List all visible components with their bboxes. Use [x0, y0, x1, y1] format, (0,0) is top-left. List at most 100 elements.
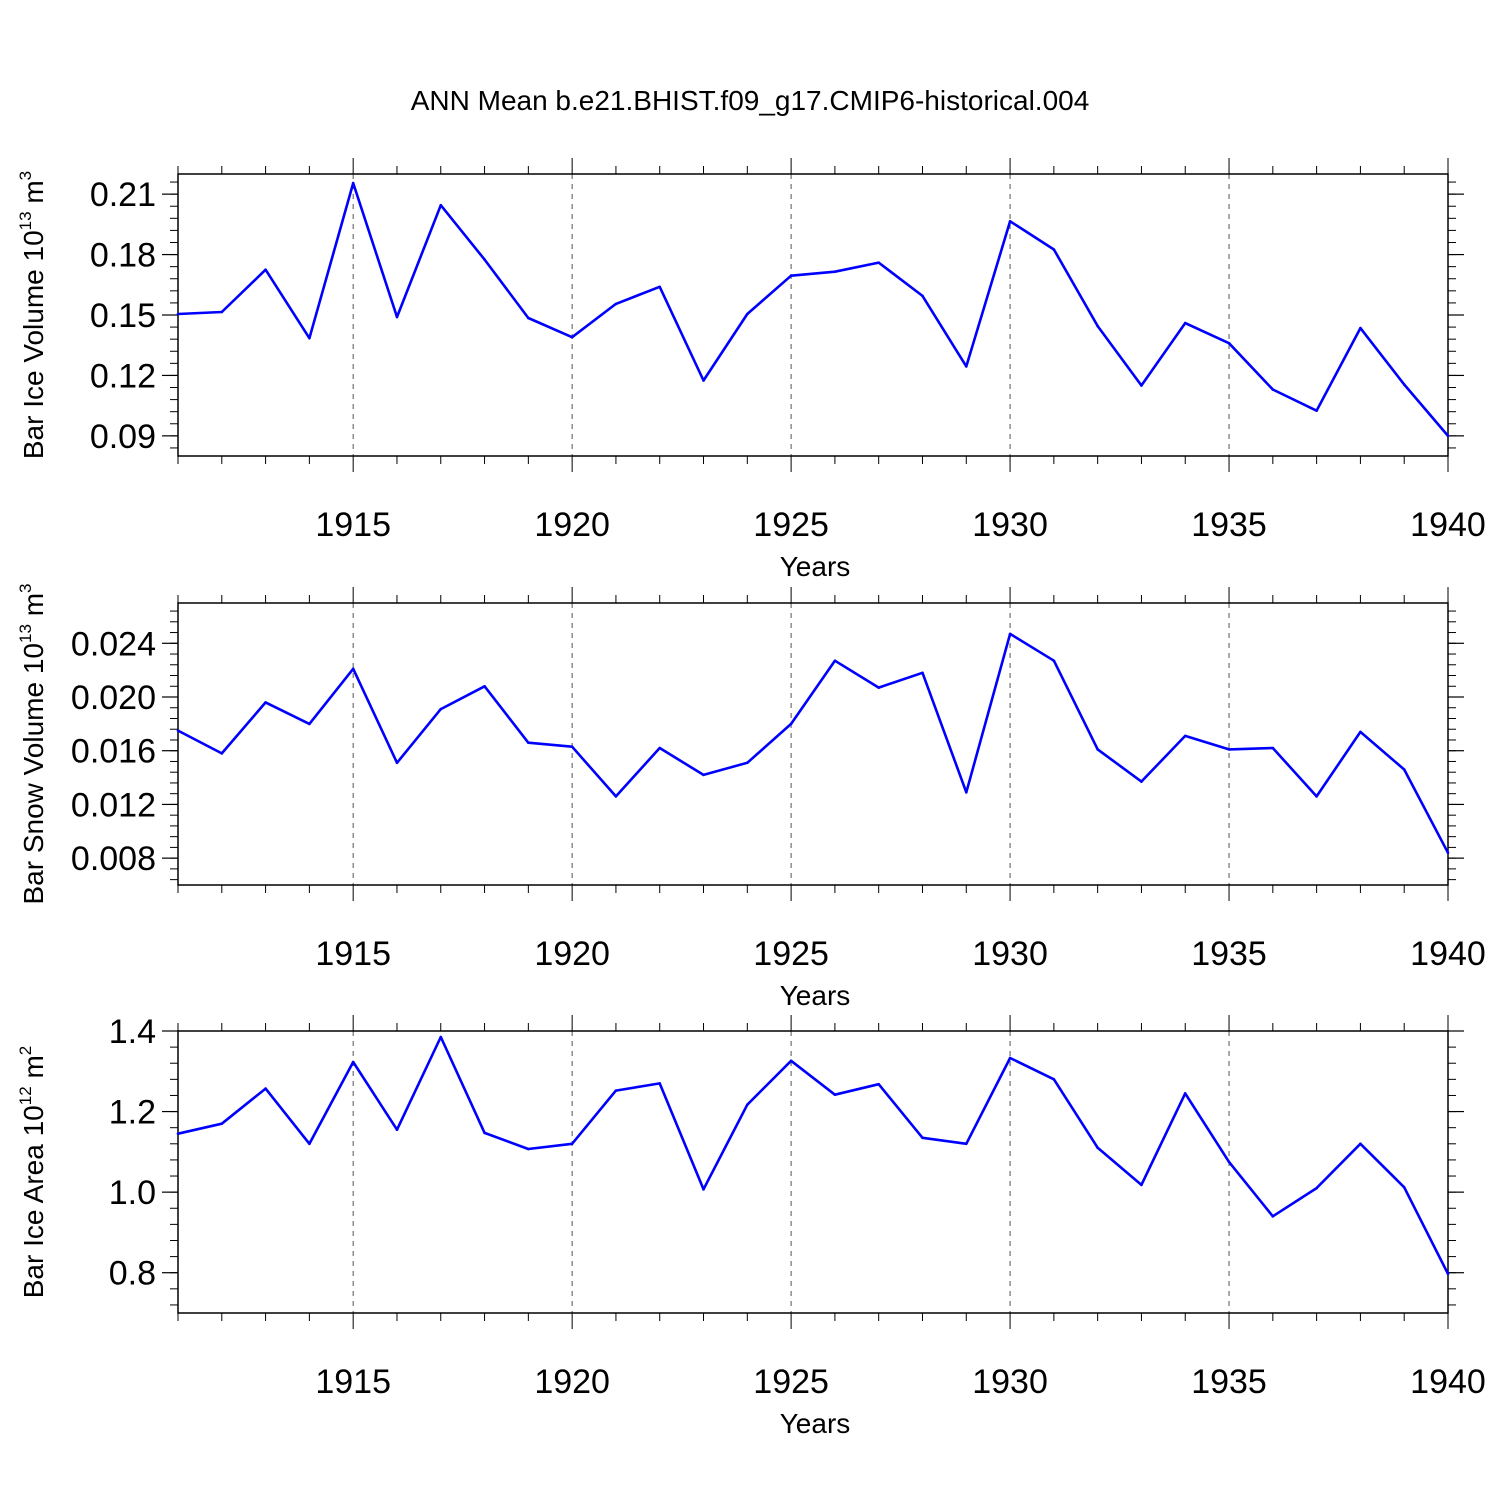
data-point-ice-area-1932 — [1096, 1146, 1099, 1150]
data-point-ice-volume-1936 — [1271, 388, 1275, 391]
data-point-ice-area-1928 — [921, 1136, 924, 1140]
y-axis-label-ice-volume: Bar Ice Volume 1013 m3 — [16, 171, 49, 459]
data-point-ice-volume-1940 — [1446, 434, 1450, 438]
data-point-ice-area-1935 — [1227, 1160, 1231, 1164]
data-point-ice-volume-1926 — [833, 270, 837, 273]
x-tick-label: 1930 — [972, 935, 1048, 973]
chart-title: ANN Mean b.e21.BHIST.f09_g17.CMIP6-histo… — [411, 85, 1090, 116]
data-point-snow-volume-1934 — [1183, 734, 1187, 738]
data-point-ice-volume-1939 — [1402, 383, 1406, 386]
x-tick-label: 1915 — [315, 935, 391, 973]
panels-group: 0.09 0.12 0.15 0.18 0.21 1915 1920 1925 1930 1935… — [16, 158, 1486, 1439]
data-point-ice-area-1922 — [658, 1082, 662, 1085]
data-point-snow-volume-1915 — [351, 667, 355, 671]
data-point-ice-volume-1912 — [220, 310, 224, 314]
data-point-ice-volume-1919 — [527, 316, 530, 320]
panel-snow-volume: 0.008 0.012 0.016 0.020 0.024 1915 1920 1925 193… — [16, 584, 1486, 1012]
data-point-ice-volume-1931 — [1052, 248, 1056, 251]
y-axis-label-exp: 13 — [16, 211, 35, 230]
x-tick-label: 1925 — [753, 1363, 829, 1401]
data-point-snow-volume-1929 — [964, 791, 968, 794]
data-point-snow-volume-1924 — [746, 761, 749, 765]
data-point-ice-volume-1925 — [789, 274, 793, 278]
data-point-snow-volume-1927 — [877, 686, 880, 689]
data-point-ice-volume-1933 — [1140, 384, 1143, 387]
data-point-snow-volume-1913 — [264, 701, 267, 704]
x-axis-label: Years — [780, 980, 851, 1011]
data-point-ice-volume-1917 — [439, 203, 443, 207]
data-point-snow-volume-1916 — [395, 761, 399, 765]
data-point-ice-volume-1923 — [702, 379, 705, 382]
y-tick-label: 0.15 — [90, 297, 156, 335]
data-point-snow-volume-1935 — [1227, 748, 1231, 751]
data-point-snow-volume-1922 — [658, 746, 662, 750]
data-point-ice-area-1921 — [614, 1089, 618, 1092]
data-point-ice-volume-1916 — [395, 315, 399, 319]
data-point-ice-volume-1934 — [1183, 321, 1187, 325]
y-axis-label-exp: 12 — [16, 1086, 35, 1105]
x-tick-label: 1935 — [1191, 1363, 1267, 1401]
data-point-ice-area-1924 — [746, 1103, 749, 1107]
y-tick-label: 0.8 — [109, 1255, 156, 1293]
x-tick-label: 1940 — [1410, 1363, 1486, 1401]
data-point-ice-area-1915 — [351, 1060, 355, 1064]
data-point-ice-volume-1937 — [1315, 409, 1318, 412]
data-point-ice-area-1933 — [1140, 1183, 1143, 1187]
y-axis-label-ice-area: Bar Ice Area 1012 m2 — [16, 1046, 49, 1299]
y-axis-label-exp: 13 — [16, 624, 35, 643]
y-axis-label-unit: m — [18, 180, 49, 211]
x-tick-label: 1930 — [972, 506, 1048, 544]
data-point-ice-area-1937 — [1315, 1186, 1318, 1190]
data-point-ice-area-1934 — [1183, 1092, 1187, 1095]
x-axis-label: Years — [780, 1408, 851, 1439]
data-point-ice-volume-1927 — [877, 261, 880, 264]
data-point-ice-area-1923 — [702, 1188, 705, 1191]
data-point-ice-area-1927 — [877, 1082, 880, 1086]
x-tick-label: 1915 — [315, 1363, 391, 1401]
data-point-ice-area-1931 — [1052, 1078, 1056, 1081]
data-point-snow-volume-1918 — [483, 684, 486, 688]
x-tick-label: 1925 — [753, 935, 829, 973]
data-point-ice-area-1919 — [527, 1147, 530, 1151]
series-line-snow-volume — [177, 632, 1450, 854]
data-point-ice-volume-1920 — [570, 335, 574, 339]
data-point-ice-volume-1924 — [746, 312, 749, 316]
y-axis-label-main: Bar Snow Volume 10 — [18, 643, 49, 905]
x-tick-label: 1920 — [534, 935, 610, 973]
y-tick-label: 0.024 — [71, 625, 156, 663]
data-point-ice-volume-1913 — [264, 268, 267, 271]
y-axis-label-unit: m — [18, 593, 49, 624]
panel-ice-volume: 0.09 0.12 0.15 0.18 0.21 1915 1920 1925 1930 1935… — [16, 158, 1486, 582]
data-point-ice-volume-1921 — [614, 302, 618, 306]
data-point-snow-volume-1917 — [439, 707, 443, 711]
data-point-ice-volume-1929 — [964, 365, 968, 368]
data-point-ice-area-1939 — [1402, 1186, 1406, 1189]
data-point-ice-volume-1915 — [351, 181, 355, 185]
y-tick-label: 1.2 — [109, 1094, 156, 1132]
data-point-ice-area-1914 — [308, 1142, 311, 1146]
y-tick-label: 0.012 — [71, 786, 156, 824]
data-point-ice-volume-1922 — [658, 285, 662, 289]
data-point-ice-area-1917 — [439, 1035, 443, 1039]
data-point-ice-volume-1911 — [176, 312, 180, 316]
data-point-ice-area-1913 — [264, 1087, 267, 1090]
data-point-ice-area-1916 — [395, 1128, 399, 1131]
data-point-ice-area-1938 — [1359, 1142, 1362, 1146]
data-point-snow-volume-1920 — [570, 745, 574, 748]
data-point-snow-volume-1925 — [789, 722, 793, 726]
data-point-snow-volume-1939 — [1402, 768, 1406, 771]
data-point-snow-volume-1938 — [1359, 730, 1362, 734]
y-tick-label: 0.18 — [90, 237, 156, 275]
x-tick-label: 1935 — [1191, 935, 1267, 973]
data-point-snow-volume-1933 — [1140, 780, 1143, 783]
y-tick-label: 1.0 — [109, 1174, 156, 1212]
data-point-snow-volume-1940 — [1446, 851, 1450, 855]
data-point-snow-volume-1932 — [1096, 748, 1099, 751]
data-point-snow-volume-1930 — [1008, 632, 1012, 636]
data-point-snow-volume-1931 — [1052, 659, 1056, 663]
data-point-ice-area-1929 — [964, 1142, 968, 1146]
data-point-ice-area-1936 — [1271, 1215, 1275, 1218]
data-point-ice-volume-1914 — [308, 336, 311, 340]
data-point-ice-volume-1938 — [1359, 326, 1362, 330]
